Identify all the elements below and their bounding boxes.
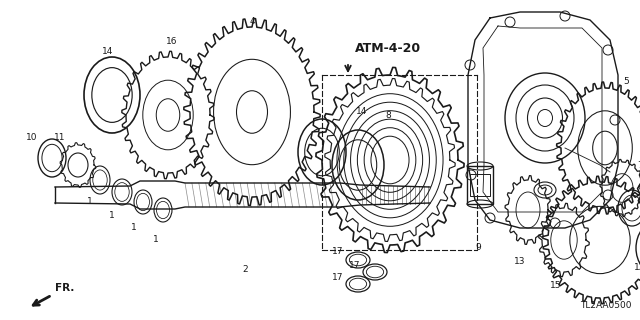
Text: 10: 10: [26, 133, 38, 142]
Text: 13: 13: [515, 258, 525, 267]
Text: 16: 16: [166, 37, 178, 46]
Text: 1: 1: [87, 197, 93, 206]
Text: 12: 12: [634, 263, 640, 273]
Text: 3: 3: [637, 194, 640, 203]
Text: 14: 14: [102, 47, 114, 57]
Text: 1: 1: [131, 223, 137, 233]
Text: 8: 8: [385, 110, 391, 119]
Text: 4: 4: [249, 18, 255, 27]
Text: 6: 6: [637, 183, 640, 193]
Text: 2: 2: [242, 266, 248, 275]
Text: 1: 1: [109, 212, 115, 220]
Bar: [467, 166, 493, 204]
Text: TL2AA0500: TL2AA0500: [580, 301, 632, 310]
Text: 14: 14: [356, 108, 368, 116]
Text: 1: 1: [153, 236, 159, 244]
Text: 15: 15: [550, 281, 562, 290]
Text: 17: 17: [332, 274, 344, 283]
Text: 5: 5: [623, 77, 629, 86]
Text: 17: 17: [332, 247, 344, 257]
Text: 9: 9: [475, 244, 481, 252]
Text: FR.: FR.: [55, 283, 74, 293]
Text: ATM-4-20: ATM-4-20: [355, 42, 421, 55]
Text: 11: 11: [54, 133, 66, 142]
Text: 17: 17: [349, 260, 361, 269]
Bar: [470, 174, 490, 196]
Text: 7: 7: [637, 161, 640, 170]
